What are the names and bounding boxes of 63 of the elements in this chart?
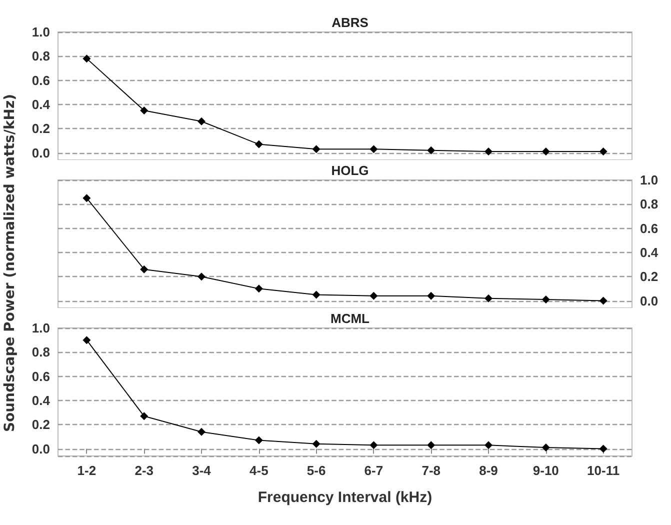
y-tick-label: 1.0 (32, 24, 50, 40)
x-tick-label: 1-2 (77, 463, 96, 478)
x-tick-label: 9-10 (532, 463, 559, 478)
point (542, 296, 550, 304)
x-tick-label: 2-3 (134, 463, 154, 478)
point (599, 296, 608, 305)
y-tick-label: 0.6 (32, 368, 50, 384)
y-axis-title: Soundscape Power (normalized watts/kHz) (2, 93, 18, 432)
y-tick-label: 0.2 (32, 417, 50, 432)
y-tick-label: 0.6 (640, 220, 658, 236)
point (599, 148, 608, 156)
chart-title: ABRS (332, 15, 369, 30)
y-tick-label: 0.4 (32, 392, 51, 408)
point (484, 294, 492, 302)
point (140, 412, 148, 420)
x-tick-label: 7-8 (422, 463, 440, 478)
point (198, 272, 206, 281)
x-axis-title: Frequency Interval (kHz) (258, 489, 432, 506)
point (427, 146, 436, 154)
point (254, 284, 263, 293)
point (140, 106, 148, 114)
y-tick-label: 0.0 (32, 145, 50, 160)
x-tick-label: 5-6 (306, 463, 326, 478)
point (312, 290, 320, 299)
point (254, 140, 263, 148)
point (198, 117, 206, 126)
point (370, 292, 378, 300)
y-tick-label: 0.4 (32, 96, 51, 112)
y-tick-label: 0.8 (32, 344, 50, 360)
point (484, 441, 492, 450)
y-tick-label: 0.0 (640, 293, 658, 308)
y-tick-label: 0.6 (32, 72, 50, 88)
point (254, 436, 263, 444)
x-tick-label: 4-5 (250, 463, 268, 478)
point (542, 148, 550, 156)
x-tick-label: 10-11 (587, 463, 620, 478)
point (427, 441, 436, 450)
chart-title: MCML (330, 311, 370, 326)
y-tick-label: 1.0 (640, 172, 658, 188)
y-tick-label: 0.2 (640, 269, 658, 284)
point (82, 194, 91, 202)
point (370, 441, 378, 450)
point (82, 336, 91, 344)
y-tick-label: 0.2 (32, 121, 50, 136)
point (599, 444, 608, 453)
x-tick-label: 3-4 (192, 463, 212, 478)
point (198, 428, 206, 436)
point (312, 440, 320, 448)
y-tick-label: 0.8 (640, 196, 658, 212)
point (542, 444, 550, 452)
point (312, 145, 320, 154)
point (427, 292, 436, 300)
y-tick-label: 0.0 (32, 441, 50, 456)
point (484, 148, 492, 156)
point (370, 145, 378, 154)
x-tick-label: 8-9 (479, 463, 498, 478)
x-tick-label: 6-7 (364, 463, 384, 478)
chart-title: HOLG (331, 163, 369, 178)
point (140, 265, 148, 274)
y-tick-label: 0.4 (640, 244, 659, 260)
y-tick-label: 0.8 (32, 48, 50, 64)
point (82, 54, 91, 63)
y-tick-label: 1.0 (32, 320, 50, 336)
